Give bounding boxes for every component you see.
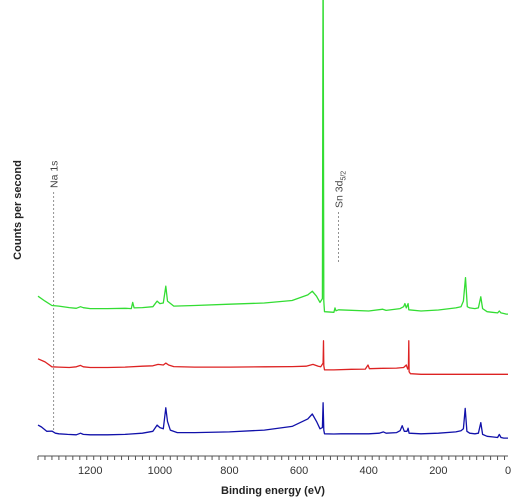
y-axis-title: Counts per second (12, 160, 24, 260)
x-tick-label: 800 (220, 465, 238, 477)
x-tick-label: 0 (505, 465, 511, 477)
x-axis-title: Binding energy (eV) (221, 485, 325, 497)
series-line-1 (37, 0, 508, 315)
x-tick-label: 200 (429, 465, 447, 477)
peak-annotations: Na 1s Sn 3d5/2 (49, 161, 347, 432)
annotation-label: Na 1s (49, 161, 61, 188)
x-tick-label: 600 (290, 465, 308, 477)
series-line-2 (37, 340, 508, 375)
series-line-3 (37, 402, 508, 439)
x-tick-label: 400 (360, 465, 378, 477)
x-tick-label: 1200 (78, 465, 102, 477)
x-axis: 1200 1000 800 600 400 200 0 (37, 455, 511, 477)
annotation-label: Sn 3d5/2 (333, 171, 347, 208)
x-tick-label: 1000 (148, 465, 172, 477)
series-layer (37, 0, 508, 439)
